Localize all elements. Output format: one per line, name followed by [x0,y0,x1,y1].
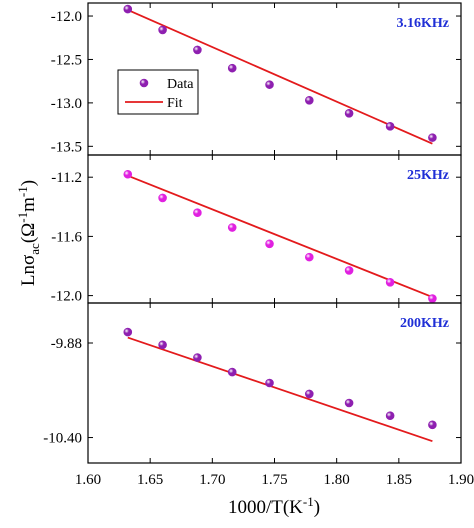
legend-box [117,69,199,115]
data-point [428,420,437,430]
y-tick-label: -9.88 [51,336,82,352]
data-point [158,25,167,35]
panel-frame [87,154,462,304]
data-point [123,4,133,14]
x-tick-label: 1.75 [261,472,287,488]
y-tick-label: -11.2 [51,170,82,186]
y-axis-title: Lnσac(Ω-1m-1) [15,180,42,286]
data-point [123,327,133,337]
x-axis-title: 1000/T(K-1) [228,494,320,518]
data-point [344,398,354,408]
data-point [265,80,274,89]
data-point [428,133,437,142]
panel-3: -9.88 -10.40 200KHz [43,302,462,464]
legend-data-label: Data [167,77,194,92]
y-tick-label: -13.0 [51,96,82,112]
data-point [265,378,274,388]
fit-line [127,174,433,298]
y-tick-label: -12.0 [51,9,82,25]
data-point [344,109,354,118]
data-point [385,122,395,131]
frequency-label: 25KHz [407,168,449,183]
data-point [428,294,437,303]
data-point [193,45,202,55]
data-point [305,389,314,399]
data-point [385,277,395,287]
x-tick-label: 1.70 [199,472,225,488]
y-tick-label: -10.40 [43,431,82,447]
data-point [305,252,314,262]
panel-2: -11.2 -11.6 -12.0 25KHz [51,154,462,305]
panel-1: -12.0 -12.5 -13.0 -13.5 3.16KHz [51,2,462,156]
legend: Data Fit [117,69,199,115]
data-point [193,208,202,218]
y-tick-label: -12.0 [51,289,82,305]
data-point [305,95,314,105]
y-tick-label: -11.6 [51,229,82,245]
data-point [193,353,202,362]
x-tick-label: 1.90 [448,472,474,488]
frequency-label: 3.16KHz [397,16,450,31]
fit-line [127,336,433,443]
legend-fit-label: Fit [167,96,183,111]
data-point [158,193,167,203]
data-point [227,63,237,73]
y-tick-label: -12.5 [51,52,82,68]
x-tick-label: 1.80 [324,472,350,488]
frequency-label: 200KHz [400,316,449,331]
data-point [227,223,237,232]
fit-line [127,9,433,145]
data-point [227,367,237,377]
data-point [265,239,274,249]
data-point [123,169,133,179]
x-tick-label: 1.60 [75,472,101,488]
legend-data-marker [139,78,149,88]
x-tick-label: 1.85 [386,472,412,488]
y-tick-label: -13.5 [51,139,82,155]
data-point [385,411,395,421]
data-point [158,340,167,350]
x-tick-label: 1.65 [137,472,163,488]
data-point [344,266,354,275]
